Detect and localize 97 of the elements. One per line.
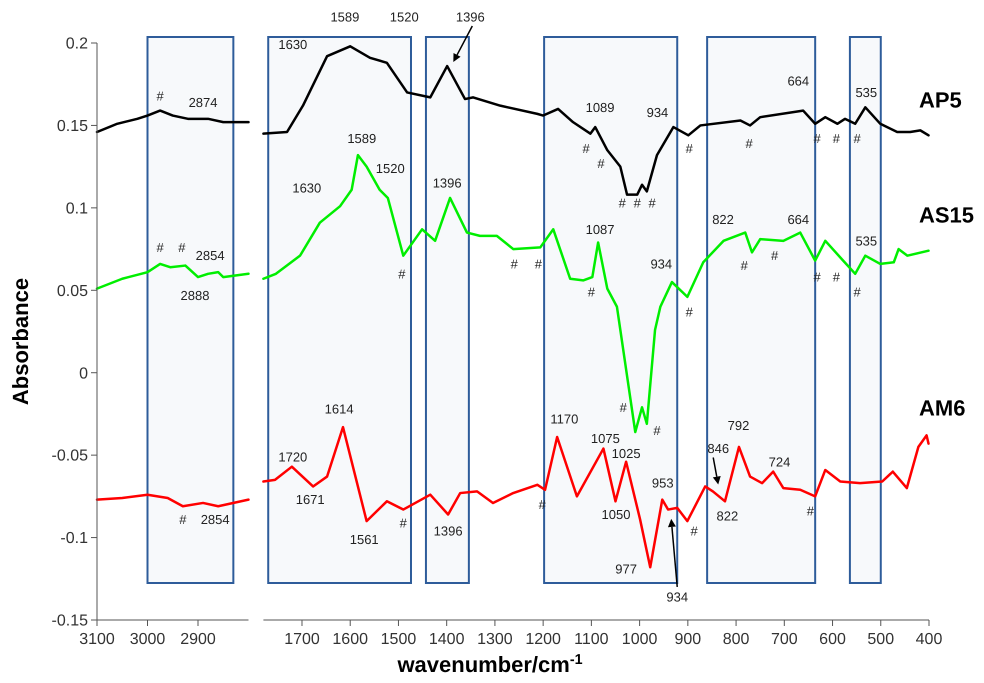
x-tick-label: 3000 <box>130 631 166 648</box>
y-tick-label: -0.05 <box>52 448 88 465</box>
annotation: # <box>686 304 694 320</box>
annotation: 1075 <box>590 431 620 446</box>
annotation: 953 <box>652 476 674 491</box>
annotation: 664 <box>787 212 810 227</box>
annotation: # <box>854 284 862 300</box>
x-tick-label: 400 <box>916 631 942 648</box>
annotation: 1630 <box>278 37 308 52</box>
annotation: 822 <box>712 212 734 227</box>
line-series <box>96 262 250 290</box>
y-tick-label: -0.15 <box>52 612 88 630</box>
annotation: 1396 <box>434 524 463 539</box>
annotation: 664 <box>787 73 810 88</box>
x-tick-label: 700 <box>770 631 798 648</box>
x-tick-label: 1200 <box>525 631 562 648</box>
text: 1396 <box>456 10 485 25</box>
annotation: 1589 <box>347 131 376 146</box>
x-tick-label: 2900 <box>180 631 216 648</box>
annotation: # <box>178 240 186 255</box>
annotation: 1170 <box>550 411 578 426</box>
x-axis-title: wavenumber/cm$^{-1}$ <box>396 652 583 677</box>
annotation: 1720 <box>278 449 308 464</box>
annotation: # <box>618 195 627 210</box>
annotation: # <box>534 256 543 272</box>
text: 1589 <box>330 10 360 25</box>
annotation: 535 <box>855 85 878 100</box>
annotation: # <box>510 256 519 272</box>
annotation: # <box>400 515 408 530</box>
x-tick-label: 1400 <box>428 631 465 648</box>
annotation: 846 <box>707 441 730 456</box>
annotation: 1025 <box>612 446 641 462</box>
text: 1520 <box>390 10 419 25</box>
annotation: # <box>740 258 749 274</box>
annotation: # <box>588 284 596 300</box>
annotation: # <box>771 248 780 264</box>
annotation: # <box>634 195 642 210</box>
y-tick-label: 0.05 <box>56 282 88 300</box>
y-tick-label: 0.15 <box>56 118 88 136</box>
annotation: # <box>690 524 698 539</box>
annotation: # <box>156 88 165 104</box>
series-label: AS15 <box>919 202 974 228</box>
annotation: 1671 <box>296 492 325 508</box>
x-tick-label: 1600 <box>332 631 368 648</box>
annotation: # <box>648 195 657 210</box>
line-series <box>96 493 250 508</box>
annotation: 1614 <box>324 402 354 417</box>
annotation: # <box>620 400 628 415</box>
annotation: # <box>745 136 754 152</box>
annotation: # <box>832 270 841 285</box>
annotation: 2854 <box>196 248 225 264</box>
annotation: 724 <box>768 454 790 470</box>
annotation: 2888 <box>180 288 210 303</box>
x-tick-label: 900 <box>674 631 702 648</box>
annotation: # <box>854 131 862 146</box>
x-tick-label: 1500 <box>380 631 416 648</box>
annotation: 1089 <box>586 100 615 115</box>
annotation: # <box>653 422 662 438</box>
annotation: 934 <box>666 589 688 604</box>
x-tick-label: 1300 <box>477 631 513 648</box>
annotation: 535 <box>855 233 878 248</box>
annotation: 977 <box>615 561 637 576</box>
x-tick-label: 500 <box>867 631 894 648</box>
annotation: # <box>582 141 590 156</box>
annotation: 2854 <box>200 512 230 527</box>
annotation: 934 <box>646 104 668 120</box>
x-tick-label: 1100 <box>574 631 609 648</box>
line-series <box>96 109 250 134</box>
annotation: 2874 <box>188 94 218 110</box>
annotation: 1087 <box>586 222 615 237</box>
annotation: # <box>398 266 406 282</box>
annotation: # <box>686 141 694 156</box>
annotation: # <box>597 156 606 171</box>
x-tick-label: 600 <box>819 631 846 648</box>
series-label: AP5 <box>919 87 962 112</box>
annotation: 1630 <box>292 180 322 196</box>
annotation: # <box>156 240 165 255</box>
y-tick-label: 0.1 <box>66 200 88 218</box>
y-tick-label: 0 <box>79 365 88 382</box>
annotation: # <box>806 504 815 519</box>
annotation: 1396 <box>432 176 462 191</box>
annotation: 1520 <box>376 160 405 176</box>
annotation: # <box>832 131 841 146</box>
annotation: 822 <box>716 508 738 524</box>
annotation: 1561 <box>350 532 379 547</box>
annotation: 1050 <box>602 507 630 522</box>
y-axis-title: Absorbance <box>8 278 33 406</box>
x-tick-label: 800 <box>722 631 750 648</box>
y-tick-label: 0.2 <box>66 36 88 53</box>
x-tick-label: 1700 <box>284 631 320 648</box>
x-tick-label: 3100 <box>79 631 115 648</box>
annotation: 792 <box>728 418 750 434</box>
y-tick-label: -0.1 <box>60 530 88 548</box>
annotation: # <box>179 512 188 527</box>
x-tick-label: 1000 <box>622 631 658 648</box>
annotation: 934 <box>650 256 672 272</box>
series-label: AM6 <box>919 396 966 421</box>
